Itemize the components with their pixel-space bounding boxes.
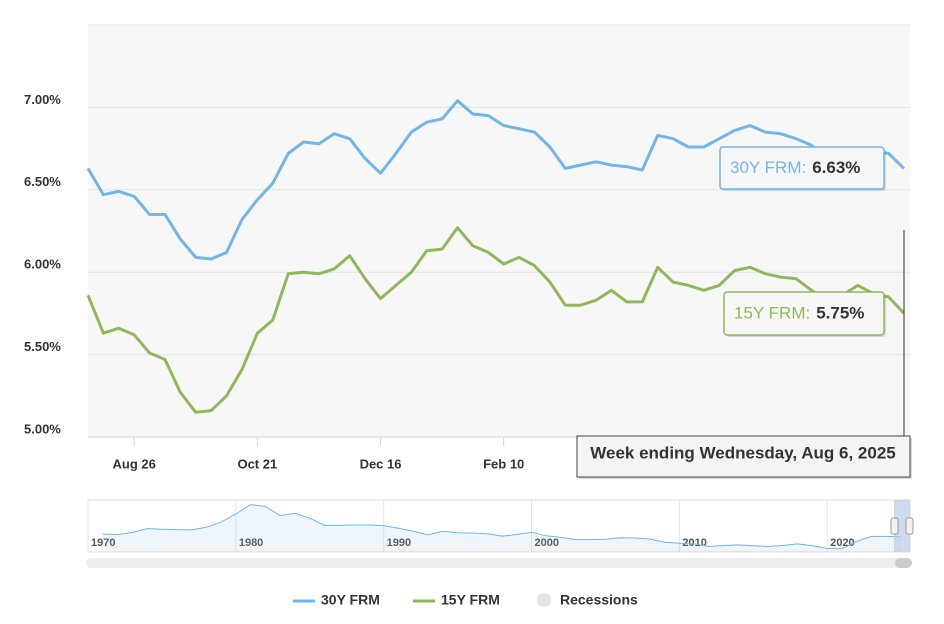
x-tick-label: Oct 21 (237, 456, 277, 471)
tooltip-label: 30Y FRM: (730, 158, 806, 177)
legend-label[interactable]: 15Y FRM (441, 592, 500, 608)
x-tick-label: Dec 16 (360, 456, 402, 471)
navigator-tick-label: 1980 (239, 537, 263, 549)
series-line (86, 99, 906, 261)
y-tick-label: 5.50% (24, 339, 61, 354)
tooltip-text: 15Y FRM: 5.75% (734, 304, 864, 323)
legend-symbol[interactable] (537, 593, 551, 607)
navigator-tick-label: 2010 (682, 537, 706, 549)
y-tick-label: 7.00% (24, 92, 61, 107)
navigator-line (102, 504, 902, 550)
tooltip-value: 6.63% (812, 158, 860, 177)
navigator-tick-label: 2000 (535, 537, 559, 549)
navigator-selection[interactable] (894, 500, 910, 552)
navigator-handle[interactable] (905, 517, 914, 535)
scrollbar-track[interactable] (86, 558, 912, 568)
scrollbar-thumb[interactable] (895, 558, 912, 568)
tooltip-value: 5.75% (816, 304, 864, 323)
tooltip-title: Week ending Wednesday, Aug 6, 2025 (590, 443, 895, 462)
navigator-handle[interactable] (890, 517, 899, 535)
y-tick-label: 6.00% (24, 257, 61, 272)
tooltip-box (576, 435, 911, 478)
y-tick-label: 5.00% (24, 421, 61, 436)
tooltip-label: 15Y FRM: (734, 304, 810, 323)
legend-label[interactable]: 30Y FRM (321, 592, 380, 608)
y-tick-label: 6.50% (24, 174, 61, 189)
tooltip-text: 30Y FRM: 6.63% (730, 158, 860, 177)
tooltip-box (723, 291, 885, 336)
navigator-tick-label: 1990 (387, 537, 411, 549)
x-tick-label: Feb 10 (483, 456, 524, 471)
navigator-area (102, 504, 902, 552)
tooltip-box (719, 146, 885, 190)
series-line (86, 226, 906, 414)
x-tick-label: Aug 26 (113, 456, 156, 471)
navigator-tick-label: 1970 (91, 537, 115, 549)
plot-background (88, 25, 910, 437)
legend-label[interactable]: Recessions (560, 592, 638, 608)
